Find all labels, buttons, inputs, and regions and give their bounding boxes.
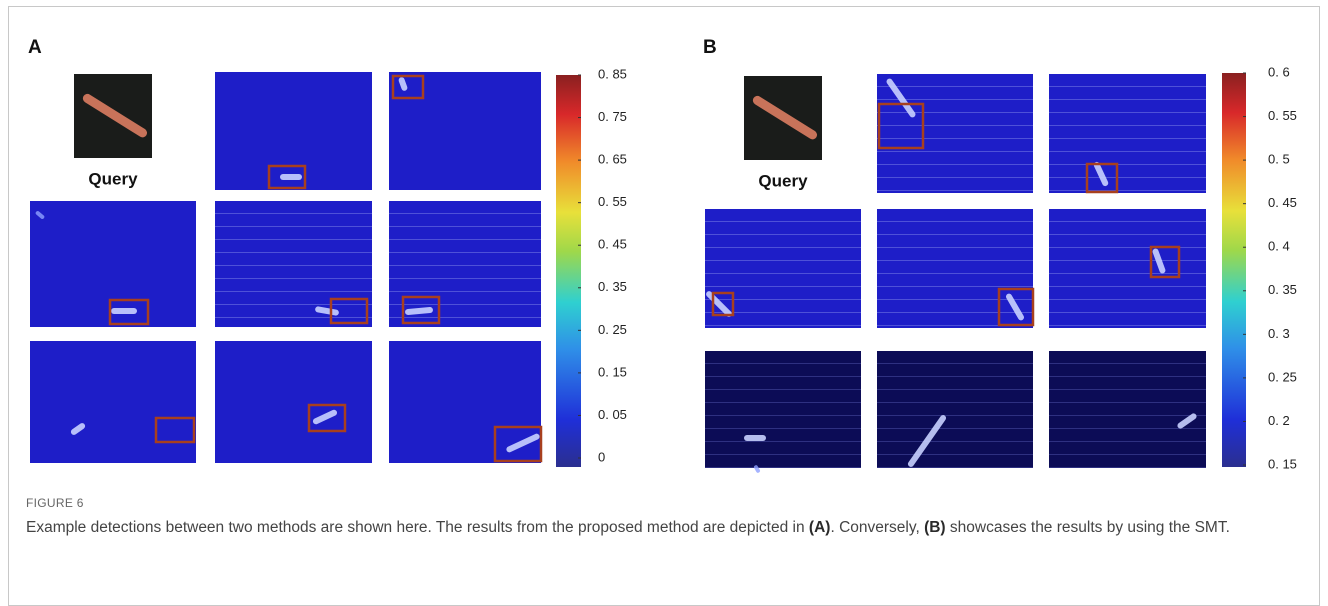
scan-lines	[389, 201, 541, 327]
detection-image	[1049, 74, 1206, 193]
detection-image	[30, 201, 196, 327]
scan-lines	[877, 74, 1033, 193]
query-image: Query	[744, 76, 822, 190]
colorbar-tick-label: 0. 35	[598, 279, 627, 294]
scan-lines	[215, 201, 372, 327]
detection-image	[877, 74, 1033, 193]
query-label: Query	[88, 169, 138, 188]
scan-lines	[877, 209, 1033, 328]
detection-image	[30, 341, 196, 463]
detection-image	[877, 351, 1033, 468]
colorbar-tick-label: 0. 45	[1268, 195, 1297, 210]
colorbar-tick-label: 0. 5	[1268, 152, 1290, 167]
detection-image	[705, 209, 861, 328]
colorbar-tick-label: 0. 15	[1268, 456, 1297, 471]
colorbar-tick-label: 0. 2	[1268, 413, 1290, 428]
detection-image	[705, 351, 861, 473]
colorbar-tick-label: 0. 05	[598, 407, 627, 422]
query-image: Query	[74, 74, 152, 188]
colorbar-tick-label: 0. 3	[1268, 326, 1290, 341]
panel-label: A	[28, 37, 42, 58]
scan-lines	[877, 351, 1033, 468]
scan-lines	[1049, 209, 1206, 328]
page: A Query 0. 85 0. 75 0. 65 0. 55 0. 45 0. 35 0. 2…	[0, 0, 1328, 581]
colorbar-tick-label: 0. 4	[1268, 239, 1290, 254]
colorbar-tick-label: 0. 15	[598, 364, 627, 379]
detection-image	[1049, 351, 1206, 468]
query-label: Query	[758, 171, 808, 190]
detection-image	[389, 341, 541, 463]
colorbar-tick-label: 0. 25	[1268, 369, 1297, 384]
colorbar-tick-label: 0	[598, 449, 605, 464]
scan-lines	[705, 351, 861, 468]
figure: A Query 0. 85 0. 75 0. 65 0. 55 0. 45 0. 35 0. 2…	[0, 0, 1328, 480]
caption-part: (B)	[924, 519, 946, 536]
colorbar-tick-label: 0. 35	[1268, 282, 1297, 297]
colorbar-tick-label: 0. 65	[598, 152, 627, 167]
colorbar	[556, 75, 581, 467]
colorbar-tick-label: 0. 55	[1268, 108, 1297, 123]
caption-part: Example detections between two methods a…	[26, 519, 809, 536]
caption-part: showcases the results by using the SMT.	[946, 519, 1230, 536]
caption-label: FIGURE 6	[26, 496, 84, 510]
image-bg	[215, 341, 372, 463]
colorbar-tick-label: 0. 25	[598, 322, 627, 337]
panel-label: B	[703, 37, 717, 58]
caption-part: (A)	[809, 519, 831, 536]
image-bg	[30, 201, 196, 327]
colorbar	[1222, 73, 1246, 467]
caption: Example detections between two methods a…	[26, 517, 1296, 539]
ship	[280, 174, 302, 180]
detection-image	[877, 209, 1033, 328]
detection-image	[1049, 209, 1206, 328]
detection-image	[215, 201, 372, 327]
scan-lines	[1049, 74, 1206, 193]
detection-image	[389, 72, 541, 190]
caption-part: . Conversely,	[830, 519, 924, 536]
colorbar-tick-label: 0. 6	[1268, 64, 1290, 79]
ship	[111, 308, 137, 314]
ship	[744, 435, 766, 441]
detection-image	[389, 201, 541, 327]
scan-lines	[1049, 351, 1206, 468]
image-bg	[30, 341, 196, 463]
detection-image	[215, 72, 372, 190]
colorbar-tick-label: 0. 55	[598, 194, 627, 209]
colorbar-tick-label: 0. 85	[598, 66, 627, 81]
image-bg	[389, 72, 541, 190]
colorbar-tick-label: 0. 75	[598, 109, 627, 124]
colorbar-tick-label: 0. 45	[598, 237, 627, 252]
detection-image	[215, 341, 372, 463]
image-bg	[215, 72, 372, 190]
